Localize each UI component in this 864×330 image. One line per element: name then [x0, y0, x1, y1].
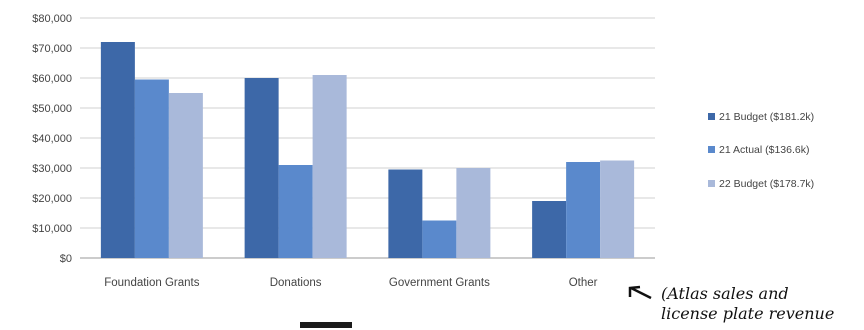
annotation-line-1: (Atlas sales and	[661, 284, 789, 303]
bar	[600, 160, 635, 258]
legend-swatch	[708, 146, 715, 153]
bar	[456, 168, 491, 258]
y-axis-tick-labels: $0 $10,000 $20,000 $30,000 $40,000 $50,000 $60…	[32, 13, 72, 265]
annotation-arrow-icon	[628, 285, 652, 300]
x-category-label: Donations	[270, 277, 322, 289]
bar	[278, 165, 313, 258]
bar	[134, 79, 169, 258]
bar	[388, 169, 423, 258]
bar	[422, 220, 457, 258]
bar	[244, 78, 279, 258]
y-tick-label: $50,000	[32, 103, 72, 115]
x-axis-category-labels: Foundation Grants Donations Government Gra…	[104, 277, 597, 289]
y-tick-label: $10,000	[32, 223, 72, 235]
bar	[312, 75, 347, 258]
footer-mark	[300, 322, 352, 328]
y-tick-label: $30,000	[32, 163, 72, 175]
y-tick-label: $40,000	[32, 133, 72, 145]
legend-swatch	[708, 113, 715, 120]
y-tick-label: $60,000	[32, 73, 72, 85]
annotation-note: (Atlas sales and license plate revenue	[661, 284, 834, 324]
x-category-label: Foundation Grants	[104, 277, 200, 289]
y-tick-label: $80,000	[32, 13, 72, 25]
bar	[532, 201, 567, 258]
bar	[100, 42, 135, 258]
x-category-label: Government Grants	[389, 277, 490, 289]
legend-entry-label: 21 Actual ($136.6k)	[719, 144, 809, 156]
x-category-label: Other	[569, 277, 598, 289]
bar	[168, 93, 203, 258]
bar	[566, 162, 601, 258]
legend-entry-label: 21 Budget ($181.2k)	[719, 111, 814, 123]
legend-swatch	[708, 180, 715, 187]
y-tick-label: $0	[60, 253, 72, 265]
bars	[100, 42, 635, 258]
y-tick-label: $20,000	[32, 193, 72, 205]
y-tick-label: $70,000	[32, 43, 72, 55]
legend: 21 Budget ($181.2k) 21 Actual ($136.6k) 22…	[708, 111, 814, 190]
legend-entry-label: 22 Budget ($178.7k)	[719, 178, 814, 190]
annotation-line-2: license plate revenue	[661, 304, 835, 323]
